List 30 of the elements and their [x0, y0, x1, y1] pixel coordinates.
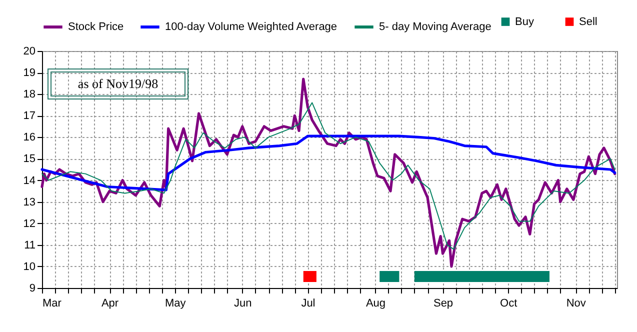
- annotation: as of Nov19/98: [78, 76, 158, 91]
- line-series: [40, 78, 616, 268]
- y-tick-label: 16: [23, 132, 36, 144]
- legend-label: 5- day Moving Average: [379, 21, 492, 33]
- legend-label: Stock Price: [68, 21, 124, 33]
- y-tick-label: 14: [23, 174, 36, 187]
- y-tick-label: 20: [23, 46, 36, 58]
- y-tick-label: 12: [23, 218, 36, 230]
- y-tick-label: 11: [24, 239, 36, 252]
- x-tick-label: Nov: [566, 298, 586, 310]
- x-tick-label: Jul: [301, 298, 316, 310]
- y-tick-label: 9: [29, 282, 36, 294]
- y-tick-label: 10: [23, 260, 36, 273]
- x-tick-label: Mar: [42, 298, 62, 310]
- legend-label: Sell: [579, 16, 598, 28]
- line-series: [40, 134, 616, 192]
- x-tick-label: Apr: [101, 298, 119, 310]
- y-tick-label: 15: [23, 153, 36, 166]
- x-tick-label: Sep: [433, 298, 454, 310]
- x-tick-label: May: [164, 298, 186, 310]
- x-tick-label: Oct: [500, 298, 518, 310]
- x-tick-label: Aug: [366, 298, 386, 310]
- x-tick-label: Jun: [234, 298, 252, 310]
- y-tick-label: 17: [23, 110, 36, 122]
- y-tick-label: 13: [23, 196, 36, 208]
- legend-label: 100-day Volume Weighted Average: [165, 21, 338, 33]
- legend-label: Buy: [515, 16, 534, 28]
- line-series: [42, 102, 616, 250]
- y-tick-label: 18: [23, 88, 36, 101]
- y-tick-label: 19: [23, 67, 36, 80]
